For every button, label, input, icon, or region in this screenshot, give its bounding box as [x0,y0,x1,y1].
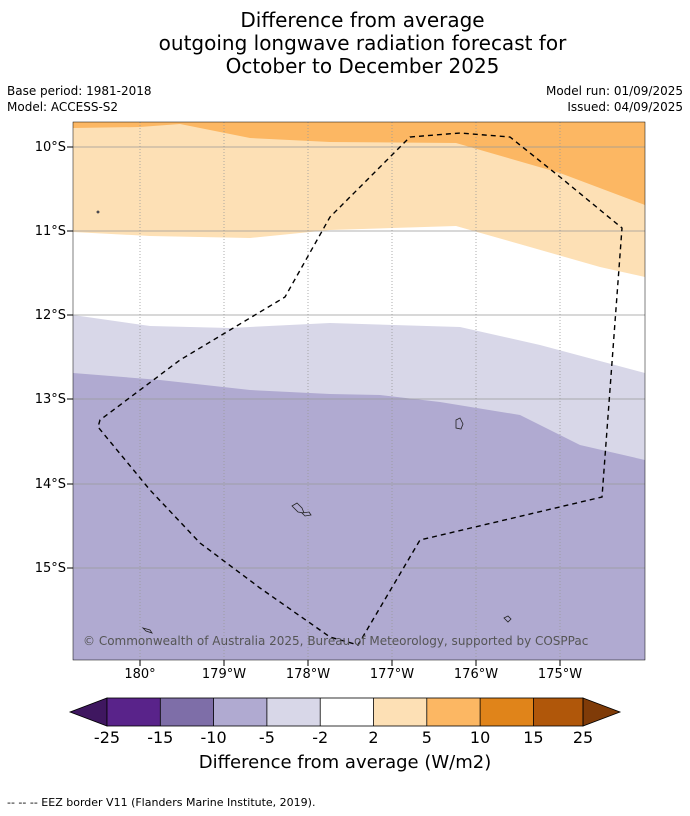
model-name: Model: ACCESS-S2 [7,100,119,114]
lat-label: 15°S [35,561,66,576]
eez-border [97,132,623,646]
meta-left: Base period: 1981-2018 Model: ACCESS-S2 [7,83,152,115]
island-central-small [301,511,312,517]
islands [96,210,512,634]
region-5-to-10 [73,122,645,205]
colorbar-tick-label: -15 [147,728,173,745]
title-line-3: October to December 2025 [225,54,500,78]
colorbar-segment [480,698,534,726]
colorbar-segment [533,698,583,726]
colorbar-tick-label: -25 [94,728,120,745]
map-frame [72,121,646,661]
eez-legend-note: -- -- -- EEZ border V11 (Flanders Marine… [7,796,316,809]
colorbar-tick-label: 10 [470,728,490,745]
meta-right: Model run: 01/09/2025 Issued: 04/09/2025 [546,83,683,115]
colorbar-extend-high [582,697,622,727]
lat-label: 10°S [35,140,66,155]
lat-label: 13°S [35,392,66,407]
island-north [96,210,100,214]
copyright-credit: © Commonwealth of Australia 2025, Bureau… [83,634,588,648]
region-2-to-5 [73,122,645,277]
map-title: Difference from average outgoing longwav… [0,9,690,78]
lon-label: 179°W [202,667,246,682]
colorbar-tick-label: 2 [368,728,378,745]
colorbar-segment [426,698,481,726]
forecast-map: © Commonwealth of Australia 2025, Bureau… [35,121,646,745]
latitude-labels: 10°S 11°S 12°S 13°S 14°S 15°S [35,140,73,576]
colorbar-tick-label: -5 [259,728,275,745]
island-east [455,417,464,430]
colorbar-tick-label: 25 [573,728,593,745]
island-southwest [141,627,153,634]
colorbar-segment [213,698,267,726]
lon-label: 180° [124,667,155,682]
region-neg10-to-neg5 [73,373,645,660]
model-run: Model run: 01/09/2025 [545,84,683,98]
island-central [291,502,305,514]
colorbar-tick-label: -2 [312,728,328,745]
graticule [73,122,645,660]
colorbar: -25 -15 -10 -5 -2 2 5 10 15 25 [68,697,622,745]
colorbar-segment [160,698,214,726]
colorbar-tick-label: 15 [523,728,543,745]
lon-label: 178°W [286,667,330,682]
lat-label: 11°S [35,224,66,239]
anomaly-field: © Commonwealth of Australia 2025, Bureau… [73,122,645,660]
colorbar-title: Difference from average (W/m2) [198,752,492,773]
lon-label: 176°W [454,667,498,682]
lat-label: 14°S [35,477,66,492]
island-southeast [503,615,512,623]
colorbar-segment [266,698,321,726]
colorbar-segment [373,698,427,726]
colorbar-tick-label: 5 [422,728,432,745]
lat-label: 12°S [35,308,66,323]
colorbar-segment [320,698,374,726]
colorbar-segment [107,698,161,726]
title-line-1: Difference from average [240,8,485,32]
longitude-labels: 180° 179°W 178°W 177°W 176°W 175°W [124,660,582,682]
lon-label: 175°W [538,667,582,682]
colorbar-tick-label: -10 [201,728,227,745]
title-line-2: outgoing longwave radiation forecast for [158,31,567,55]
lon-label: 177°W [370,667,414,682]
base-period: Base period: 1981-2018 [7,84,152,98]
colorbar-extend-low [68,697,108,727]
issued-date: Issued: 04/09/2025 [567,100,683,114]
